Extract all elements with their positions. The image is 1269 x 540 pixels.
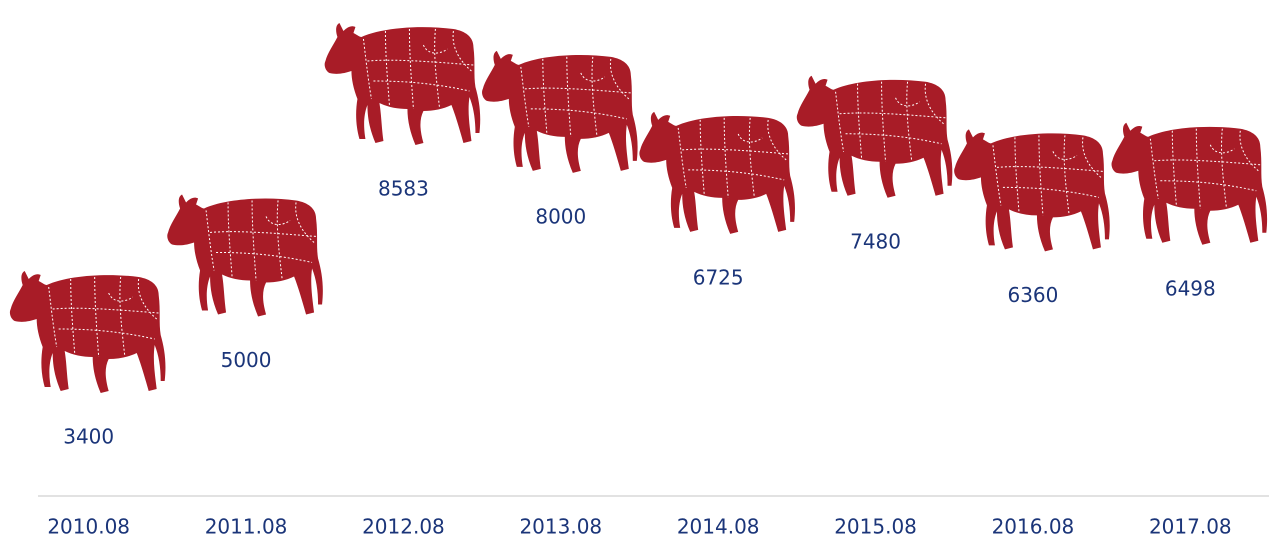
x-tick-label: 2017.08 [1149, 515, 1232, 539]
value-label: 6498 [1165, 276, 1216, 300]
x-tick-label: 2014.08 [677, 515, 760, 539]
x-tick-label: 2013.08 [519, 515, 602, 539]
value-label: 6725 [693, 265, 744, 289]
x-tick-label: 2011.08 [205, 515, 288, 539]
value-label: 3400 [63, 425, 114, 449]
value-label: 7480 [850, 229, 901, 253]
x-tick-label: 2016.08 [992, 515, 1075, 539]
value-label: 8000 [535, 204, 586, 228]
x-tick-label: 2010.08 [47, 515, 130, 539]
x-tick-label: 2012.08 [362, 515, 445, 539]
value-label: 8583 [378, 177, 429, 201]
cow-icon [481, 50, 639, 174]
cow-icon [638, 111, 796, 235]
cow-icon [166, 193, 324, 317]
cow-icon [9, 270, 166, 394]
value-label: 6360 [1007, 283, 1058, 307]
x-tick-label: 2015.08 [834, 515, 917, 539]
value-label: 5000 [221, 348, 272, 372]
cow-icon [324, 22, 481, 146]
cow-icon [1111, 122, 1268, 246]
cow-icon [953, 128, 1111, 252]
cow-icon [796, 75, 953, 199]
